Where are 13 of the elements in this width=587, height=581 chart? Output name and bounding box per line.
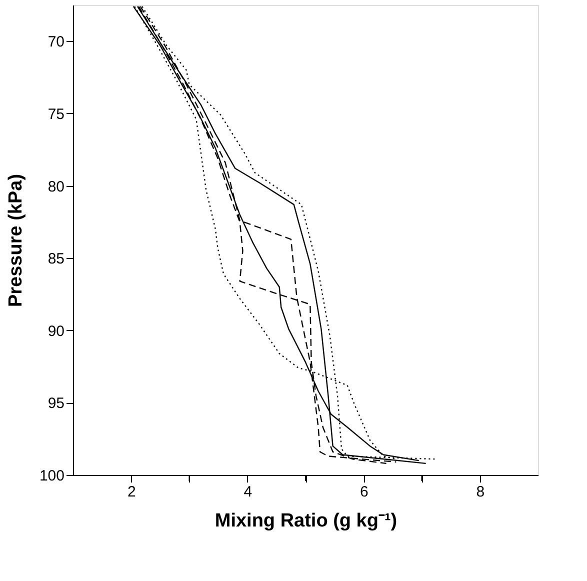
y-tick-label: 75: [48, 106, 64, 123]
y-tick-label: 85: [48, 250, 64, 268]
y-tick-label: 95: [48, 395, 64, 412]
x-axis-title: Mixing Ratio (g kg⁻¹): [214, 510, 398, 532]
x-tick-label: 4: [244, 484, 252, 500]
y-tick-label: 90: [48, 322, 64, 340]
y-tick-label: 70: [48, 34, 64, 51]
x-tick-label: 8: [476, 484, 485, 500]
x-tick-label: 6: [360, 484, 368, 500]
y-axis-title: Pressure (kPa): [5, 174, 26, 308]
x-tick-label: 2: [127, 484, 136, 500]
y-tick-label: 100: [39, 468, 64, 484]
y-tick-label: 80: [48, 178, 64, 196]
